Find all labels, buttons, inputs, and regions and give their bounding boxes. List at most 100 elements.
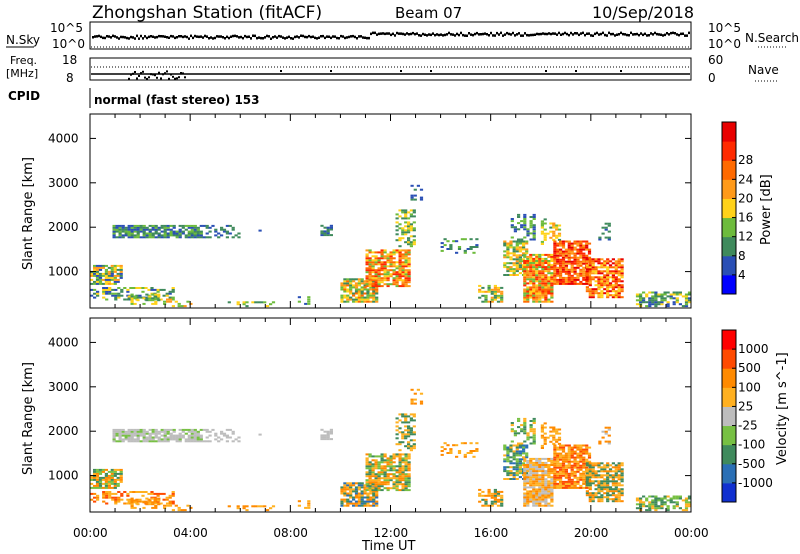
velocity-cell xyxy=(346,486,350,489)
velocity-cell xyxy=(597,462,601,465)
nsky-point xyxy=(594,32,596,36)
nsky-point xyxy=(606,34,608,37)
power-cell xyxy=(404,285,408,288)
nsky-point xyxy=(182,35,184,39)
velocity-cell xyxy=(547,486,551,489)
velocity-cell xyxy=(547,492,551,495)
power-cell xyxy=(561,278,566,281)
velocity-cell xyxy=(386,473,390,476)
velocity-cell xyxy=(98,478,103,481)
velocity-cell xyxy=(136,436,140,439)
velocity-cell xyxy=(594,476,598,479)
velocity-cell xyxy=(648,503,652,506)
power-cell xyxy=(582,240,586,243)
nsky-point xyxy=(588,32,590,35)
nsky-point xyxy=(372,31,374,35)
power-cell xyxy=(553,256,557,259)
velocity-cell xyxy=(343,486,347,489)
power-cell xyxy=(193,234,197,237)
power-cell xyxy=(579,254,583,257)
power-cell xyxy=(237,236,241,239)
power-cell xyxy=(401,281,405,284)
velocity-cell xyxy=(503,454,507,457)
power-cell xyxy=(529,260,533,262)
power-cell xyxy=(326,226,330,229)
nsky-point xyxy=(112,34,114,38)
velocity-cell xyxy=(398,475,402,478)
power-cell xyxy=(374,251,378,254)
power-cell xyxy=(654,293,658,296)
velocity-cell xyxy=(559,464,563,467)
power-cell xyxy=(366,292,370,295)
velocity-cell xyxy=(553,478,557,481)
power-cell xyxy=(95,276,100,279)
velocity-cell xyxy=(567,452,571,455)
velocity-cell xyxy=(515,460,519,463)
power-cell xyxy=(493,292,497,295)
velocity-cell xyxy=(407,463,411,466)
power-cell xyxy=(576,248,580,251)
power-cell xyxy=(135,287,139,289)
nsky-point xyxy=(538,32,540,36)
velocity-cell xyxy=(115,428,119,431)
power-cell xyxy=(493,296,497,299)
power-cell xyxy=(588,276,592,279)
power-cell xyxy=(523,290,527,293)
velocity-cell xyxy=(523,502,527,505)
nsky-point xyxy=(604,33,606,37)
velocity-cell xyxy=(648,509,652,512)
velocity-cell xyxy=(404,489,408,492)
power-cell xyxy=(523,255,527,258)
power-cell xyxy=(371,277,375,280)
velocity-cell xyxy=(535,488,539,491)
power-cell xyxy=(154,293,158,296)
power-cell xyxy=(297,296,301,299)
power-cell xyxy=(529,220,533,223)
power-cell xyxy=(540,232,544,235)
power-cell xyxy=(600,276,604,279)
nsky-point xyxy=(264,36,266,39)
velocity-cell xyxy=(606,462,610,465)
power-cell xyxy=(123,287,127,289)
power-cell xyxy=(398,263,402,266)
power-cell xyxy=(538,266,542,269)
velocity-cell xyxy=(168,502,173,505)
velocity-cell xyxy=(225,436,229,439)
power-cell xyxy=(567,250,571,253)
velocity-cell xyxy=(553,446,557,449)
velocity-cell xyxy=(553,450,557,453)
power-cell xyxy=(254,301,258,304)
velocity-cell xyxy=(151,497,155,500)
power-cell xyxy=(600,292,604,295)
velocity-cell xyxy=(363,488,367,491)
velocity-cell xyxy=(154,436,158,439)
power-cell xyxy=(603,280,607,283)
power-cell xyxy=(555,236,559,239)
power-cell xyxy=(587,248,592,251)
power-cell xyxy=(669,293,673,296)
power-cell xyxy=(389,275,393,278)
velocity-cell xyxy=(496,490,501,493)
power-cell xyxy=(101,266,105,269)
velocity-cell xyxy=(639,499,643,502)
power-cell xyxy=(553,270,557,273)
velocity-cell xyxy=(522,444,526,447)
velocity-cell xyxy=(409,431,413,434)
power-cell xyxy=(515,270,519,273)
velocity-cell xyxy=(529,464,533,466)
power-cell xyxy=(553,240,557,243)
velocity-cell xyxy=(227,505,231,508)
velocity-cell xyxy=(193,434,197,437)
power-cell xyxy=(606,274,610,277)
power-cell xyxy=(576,266,580,269)
power-cell xyxy=(573,252,577,255)
power-cell xyxy=(523,284,527,287)
velocity-cell xyxy=(368,473,372,476)
power-cell xyxy=(576,272,580,275)
velocity-cell xyxy=(389,479,393,482)
velocity-cell xyxy=(401,413,405,416)
freq-tick-top: 18 xyxy=(62,53,77,67)
velocity-cell xyxy=(512,456,516,459)
power-cell xyxy=(156,290,160,293)
power-cell xyxy=(606,276,610,279)
